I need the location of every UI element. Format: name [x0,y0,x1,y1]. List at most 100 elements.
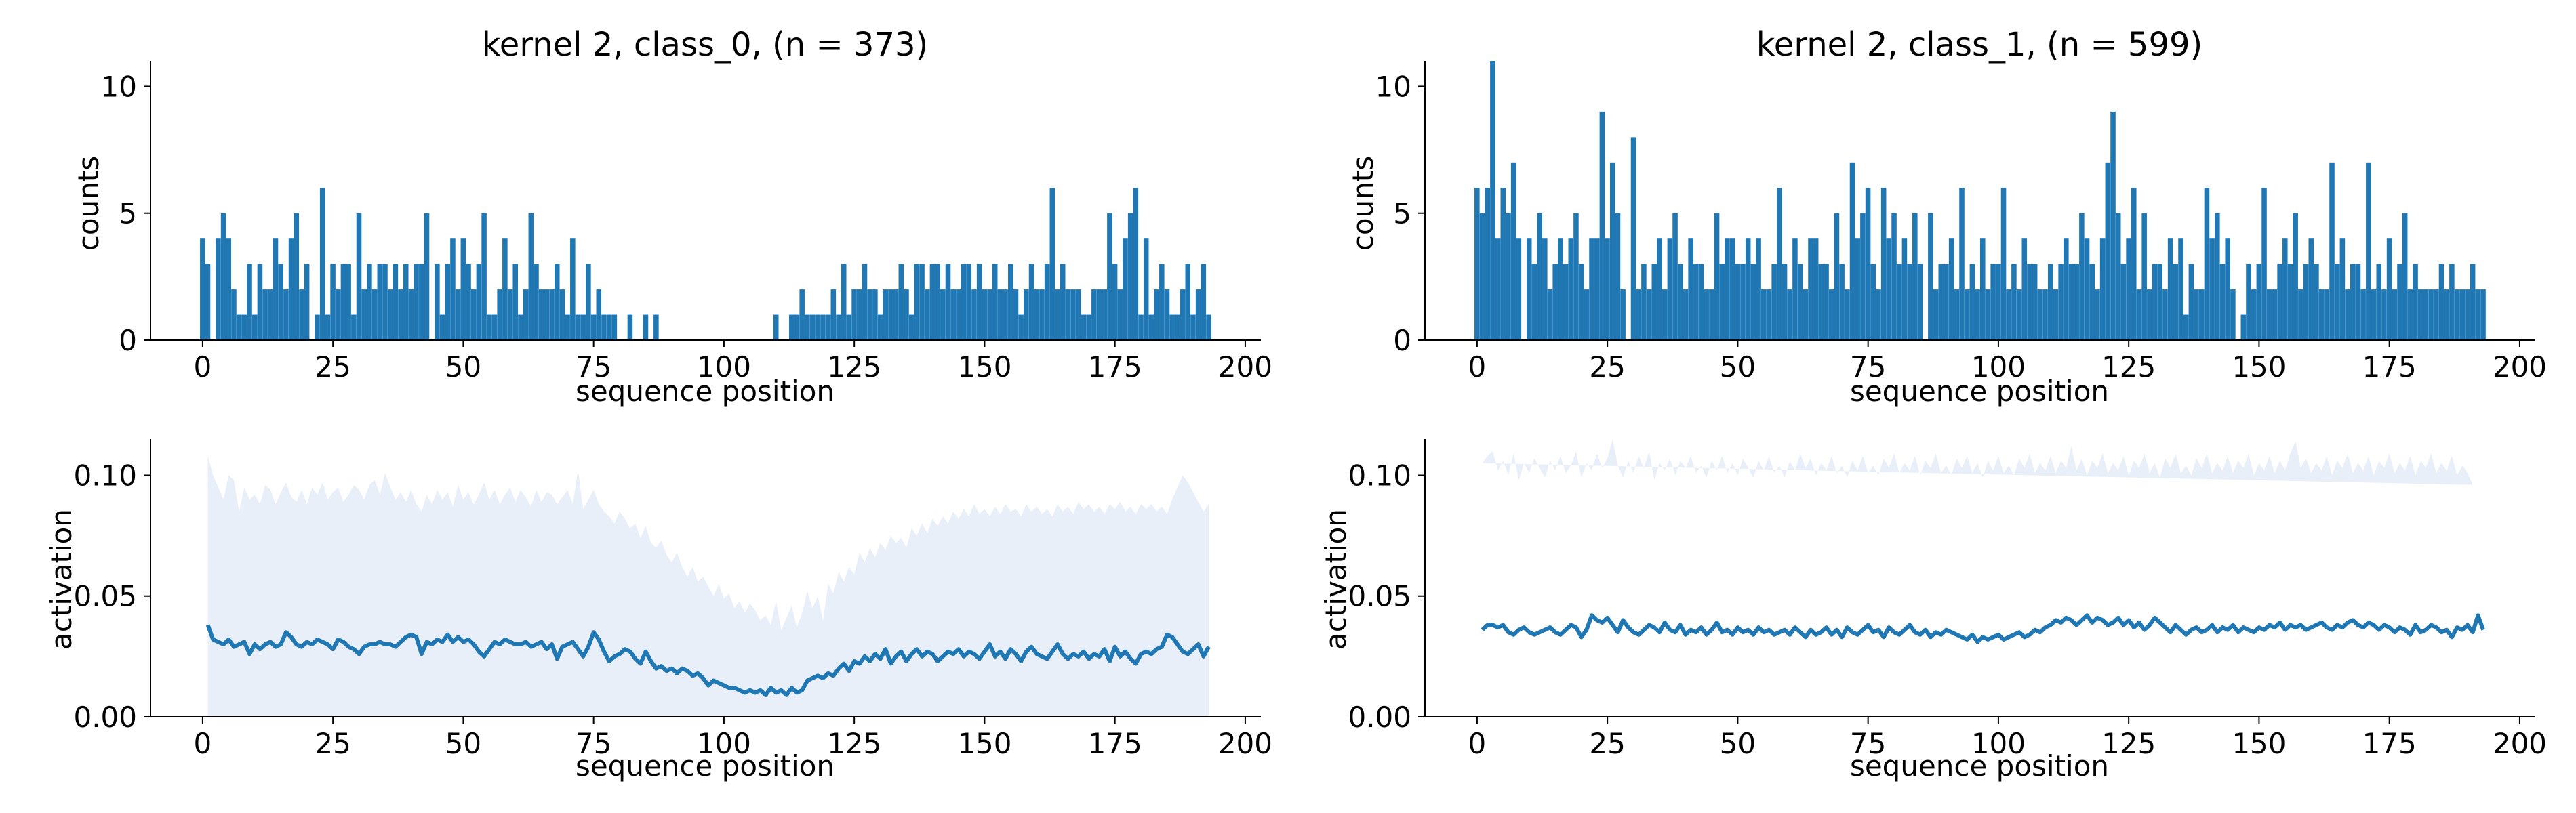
panel-bottom-left: sequence position activation 0 25 50 75 100 1… [45,439,1272,783]
bar-top-left-72 [575,314,581,340]
bar-top-right-39 [1677,264,1683,340]
x-tick-label-top-right-200: 200 [2493,350,2547,383]
x-tick-label-bottom-left-0: 0 [194,727,212,760]
bar-top-left-166 [1065,289,1071,340]
bar-top-right-79 [1886,238,1892,340]
panel-top-right: kernel 2, class_1, (n = 599) sequence po… [1346,26,2547,408]
bar-top-right-169 [2355,264,2361,340]
bar-top-right-93 [1959,188,1965,340]
bar-top-right-24 [1599,111,1605,340]
bar-top-right-33 [1646,289,1652,340]
bar-top-right-131 [2157,264,2162,340]
bar-top-right-26 [1610,162,1615,340]
bar-top-right-17 [1563,264,1569,340]
bar-top-left-13 [268,289,273,340]
x-tick-label-top-left-175: 175 [1088,350,1142,383]
bar-top-left-78 [606,314,612,340]
bar-top-left-164 [1055,289,1060,340]
band-bottom-left [207,455,1209,717]
bar-top-left-186 [1169,314,1175,340]
bar-top-right-67 [1824,264,1829,340]
bar-top-left-37 [393,264,399,340]
bar-top-right-187 [2449,264,2455,340]
bar-top-left-5 [226,238,232,340]
bar-top-left-68 [554,264,560,340]
bar-top-right-20 [1578,264,1584,340]
bar-top-left-58 [502,238,508,340]
bar-top-left-31 [361,289,367,340]
bar-top-right-46 [1714,213,1720,340]
bar-top-left-16 [283,289,289,340]
bar-top-right-190 [2465,289,2470,340]
band-bottom-right [1482,439,2473,485]
bar-top-left-114 [794,314,800,340]
bar-top-right-165 [2334,264,2340,340]
bar-top-right-159 [2303,264,2309,340]
bar-top-right-75 [1865,188,1871,340]
x-tick-label-top-left-100: 100 [697,350,751,383]
bar-top-right-42 [1693,264,1699,340]
bar-top-right-58 [1777,188,1782,340]
bar-top-right-65 [1813,238,1819,340]
y-axis-label-top-left: counts [72,156,105,251]
x-tick-label-top-left-25: 25 [315,350,350,383]
bar-top-right-136 [2183,314,2189,340]
bar-top-left-35 [382,264,388,340]
bar-top-right-111 [2053,289,2059,340]
bar-top-left-170 [1086,314,1091,340]
x-axis-label-top-left: sequence position [576,375,834,408]
bar-top-left-177 [1123,238,1128,340]
bar-top-right-162 [2318,289,2325,340]
bar-top-right-13 [1542,238,1548,340]
bar-top-right-193 [2480,289,2486,340]
y-axis-label-top-right: counts [1346,156,1380,251]
x-tick-label-top-left-200: 200 [1218,350,1272,383]
x-tick-label-bottom-right-75: 75 [1850,727,1886,760]
y-tick-label-bottom-left-2: 0.10 [73,459,137,492]
bar-top-left-120 [825,314,831,340]
bar-top-right-62 [1797,264,1803,340]
bar-top-left-151 [987,289,992,340]
bar-top-right-45 [1709,289,1714,340]
bar-top-right-5 [1500,188,1506,340]
bar-top-right-37 [1667,238,1673,340]
bar-top-right-143 [2219,264,2226,340]
bar-top-left-145 [956,289,961,340]
x-tick-label-top-right-75: 75 [1850,350,1886,383]
bar-top-right-152 [2266,289,2272,340]
bar-top-left-51 [466,264,471,340]
bar-top-left-110 [773,314,779,340]
bar-top-left-172 [1096,289,1102,340]
bar-top-right-148 [2246,264,2251,340]
bar-top-right-163 [2324,289,2330,340]
bar-top-left-12 [262,289,268,340]
bar-top-right-72 [1849,162,1855,340]
bar-top-left-148 [971,289,977,340]
bar-top-left-123 [841,264,847,340]
bar-top-right-6 [1506,213,1511,340]
bar-top-right-31 [1636,289,1641,340]
bar-top-right-90 [1944,264,1949,340]
bar-top-right-154 [2277,264,2282,340]
y-tick-label-top-left-2: 10 [101,70,137,103]
bar-top-right-134 [2173,264,2179,340]
bar-top-left-70 [565,314,570,340]
bar-top-right-30 [1630,137,1636,341]
bar-top-right-73 [1855,238,1860,340]
bar-top-left-183 [1154,289,1159,340]
bar-top-left-49 [455,289,461,340]
bar-top-right-112 [2058,264,2064,340]
x-tick-label-top-right-25: 25 [1589,350,1625,383]
x-axis-label-bottom-right: sequence position [1850,749,2109,783]
bar-top-right-114 [2068,264,2074,340]
bar-top-right-60 [1787,289,1792,340]
bar-top-right-170 [2360,289,2366,340]
bar-top-left-56 [491,314,498,340]
bar-top-right-127 [2136,289,2142,340]
bar-top-left-19 [299,289,304,340]
bar-top-left-65 [538,289,544,340]
bar-top-right-126 [2131,188,2137,340]
bar-top-right-183 [2428,289,2434,340]
bar-top-left-155 [1008,264,1013,340]
bar-top-right-96 [1975,289,1980,340]
